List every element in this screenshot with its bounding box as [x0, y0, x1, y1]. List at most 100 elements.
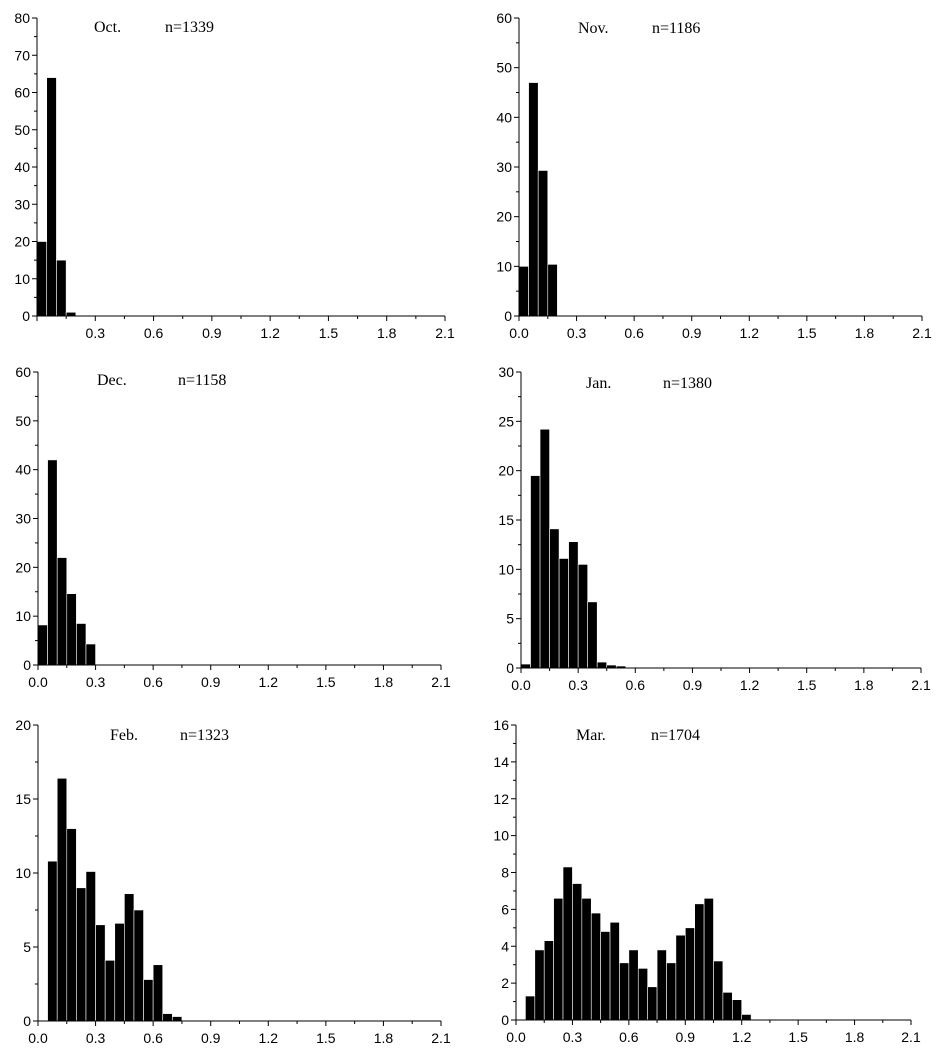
histogram-bar	[47, 860, 58, 1022]
y-tick-label: 40	[14, 159, 30, 175]
y-tick-label: 20	[14, 234, 30, 250]
histogram-bar	[619, 962, 630, 1021]
histogram-bar	[609, 921, 620, 1021]
histogram-bar	[637, 968, 648, 1021]
x-tick-label: 0.9	[202, 325, 222, 341]
sample-size-label: n=1323	[180, 727, 229, 744]
x-tick-label: 0.6	[619, 1029, 639, 1045]
histogram-bar	[518, 266, 529, 317]
histogram-bar	[581, 898, 592, 1021]
x-tick-label: 1.5	[797, 325, 817, 341]
y-tick-label: 30	[498, 364, 514, 380]
histogram-bar	[675, 934, 686, 1021]
x-tick-label: 1.5	[316, 674, 336, 690]
x-tick-label: 2.1	[912, 325, 932, 341]
y-tick-label: 30	[14, 196, 30, 212]
histogram-bar	[666, 962, 677, 1021]
histogram-bar	[703, 898, 714, 1021]
y-tick-label: 40	[496, 109, 512, 125]
histogram-bar	[36, 241, 48, 317]
y-tick-label: 25	[498, 413, 514, 429]
x-tick-label: 1.5	[797, 677, 817, 693]
x-tick-label: 0.3	[567, 325, 587, 341]
histogram-panel-2: 0 10 20 30 40 50 60 0.0 0.3 0.6 0.9 1.2 1.5 1.8 2.1 Nov…	[496, 10, 932, 341]
x-tick-label: 1.2	[260, 325, 280, 341]
histogram-bar	[562, 866, 573, 1021]
histogram-bar	[104, 960, 116, 1022]
histogram-bar	[85, 871, 96, 1022]
y-tick-label: 4	[501, 938, 509, 954]
histogram-bar	[530, 475, 541, 669]
histogram-bar	[56, 557, 68, 666]
histogram-bar	[553, 898, 564, 1021]
histogram-bar	[549, 528, 560, 669]
x-tick-label: 0.9	[683, 677, 703, 693]
histogram-bar	[547, 264, 558, 317]
sample-size-label: n=1704	[651, 727, 700, 744]
x-tick-label: 1.8	[855, 325, 875, 341]
histogram-bar	[172, 1016, 183, 1022]
y-tick-label: 12	[493, 791, 509, 807]
y-tick-label: 30	[496, 159, 512, 175]
histogram-bar	[133, 909, 144, 1022]
histogram-bar	[47, 459, 58, 666]
x-tick-label: 0.6	[143, 674, 163, 690]
y-tick-label: 10	[14, 271, 30, 287]
x-tick-label: 1.2	[740, 325, 760, 341]
histogram-bar	[656, 949, 667, 1021]
histogram-bar	[528, 82, 539, 317]
histogram-bar	[596, 661, 608, 669]
y-tick-label: 60	[496, 10, 512, 26]
histogram-bar	[647, 986, 658, 1021]
histogram-bar	[539, 428, 550, 669]
histogram-bar	[124, 893, 135, 1022]
y-tick-label: 50	[496, 60, 512, 76]
month-label: Dec.	[97, 372, 127, 389]
x-tick-label: 2.1	[901, 1029, 921, 1045]
x-tick-label: 0.6	[626, 677, 646, 693]
y-tick-label: 14	[493, 754, 509, 770]
sample-size-label: n=1339	[165, 19, 214, 36]
y-tick-label: 0	[501, 1012, 509, 1028]
y-tick-label: 10	[498, 561, 514, 577]
histogram-bar	[525, 995, 536, 1021]
x-tick-label: 0.3	[86, 325, 106, 341]
x-tick-label: 1.8	[374, 674, 394, 690]
y-tick-label: 8	[501, 865, 509, 881]
x-tick-label: 0.6	[144, 325, 164, 341]
histogram-bar	[537, 170, 549, 317]
histogram-bar	[76, 887, 87, 1022]
histogram-bar	[732, 999, 743, 1021]
histogram-bar	[600, 931, 611, 1021]
y-tick-label: 0	[506, 660, 514, 676]
y-tick-label: 10	[15, 608, 31, 624]
sample-size-label: n=1380	[663, 375, 712, 392]
y-tick-label: 5	[506, 611, 514, 627]
histogram-bar	[37, 624, 48, 666]
x-tick-label: 2.1	[431, 1030, 451, 1046]
y-tick-label: 10	[493, 828, 509, 844]
x-tick-label: 0.9	[682, 325, 702, 341]
x-tick-label: 1.2	[732, 1029, 752, 1045]
x-tick-label: 1.8	[854, 677, 874, 693]
x-tick-label: 0.0	[506, 1029, 526, 1045]
x-tick-label: 2.1	[911, 677, 931, 693]
histogram-bar	[577, 564, 588, 669]
x-tick-label: 0.6	[143, 1030, 163, 1046]
x-tick-label: 1.5	[316, 1030, 336, 1046]
x-tick-label: 2.1	[435, 325, 455, 341]
month-label: Oct.	[94, 19, 121, 36]
x-tick-label: 1.2	[259, 674, 279, 690]
histogram-bar	[587, 601, 598, 669]
x-tick-label: 0.0	[28, 674, 48, 690]
x-tick-label: 0.9	[201, 1030, 221, 1046]
month-label: Mar.	[576, 727, 606, 744]
x-tick-label: 1.5	[319, 325, 339, 341]
month-label: Nov.	[578, 20, 609, 37]
x-tick-label: 1.8	[845, 1029, 865, 1045]
histogram-bar	[722, 992, 733, 1021]
y-tick-label: 0	[23, 657, 31, 673]
x-tick-label: 0.0	[509, 325, 529, 341]
histogram-bar	[534, 949, 545, 1021]
